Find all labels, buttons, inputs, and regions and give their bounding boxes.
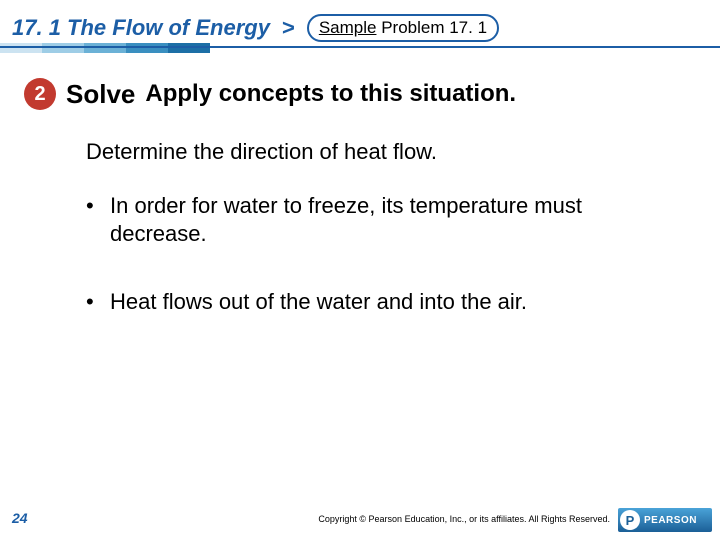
bullet-text: In order for water to freeze, its temper… bbox=[110, 193, 582, 246]
copyright-text: Copyright © Pearson Education, Inc., or … bbox=[318, 514, 610, 524]
step-row: 2 Solve Apply concepts to this situation… bbox=[24, 78, 516, 110]
chevron-icon: > bbox=[282, 15, 295, 41]
header-stripe bbox=[0, 46, 720, 48]
pearson-logo-mark-icon: P bbox=[620, 510, 640, 530]
slide-root: 17. 1 The Flow of Energy > Sample Proble… bbox=[0, 0, 720, 540]
bullet-dot-icon: • bbox=[86, 192, 94, 220]
lead-text: Determine the direction of heat flow. bbox=[86, 138, 680, 166]
section-title: 17. 1 The Flow of Energy bbox=[12, 15, 270, 41]
step-number: 2 bbox=[34, 83, 45, 106]
pearson-logo: P PEARSON bbox=[618, 508, 712, 532]
step-number-circle: 2 bbox=[24, 78, 56, 110]
solve-description: Apply concepts to this situation. bbox=[145, 80, 516, 108]
bullet-item: • In order for water to freeze, its temp… bbox=[110, 192, 670, 247]
sample-word: Sample bbox=[319, 18, 377, 37]
page-number: 24 bbox=[12, 510, 28, 526]
solve-label: Solve bbox=[66, 79, 135, 110]
gradient-svg bbox=[0, 43, 210, 53]
bullet-item: • Heat flows out of the water and into t… bbox=[110, 288, 670, 316]
sample-rest: Problem 17. 1 bbox=[381, 18, 487, 37]
bullet-text: Heat flows out of the water and into the… bbox=[110, 289, 527, 314]
sample-problem-bubble: Sample Problem 17. 1 bbox=[307, 14, 499, 42]
bullet-dot-icon: • bbox=[86, 288, 94, 316]
pearson-logo-text: PEARSON bbox=[644, 515, 697, 526]
title-row: 17. 1 The Flow of Energy > Sample Proble… bbox=[12, 14, 499, 42]
